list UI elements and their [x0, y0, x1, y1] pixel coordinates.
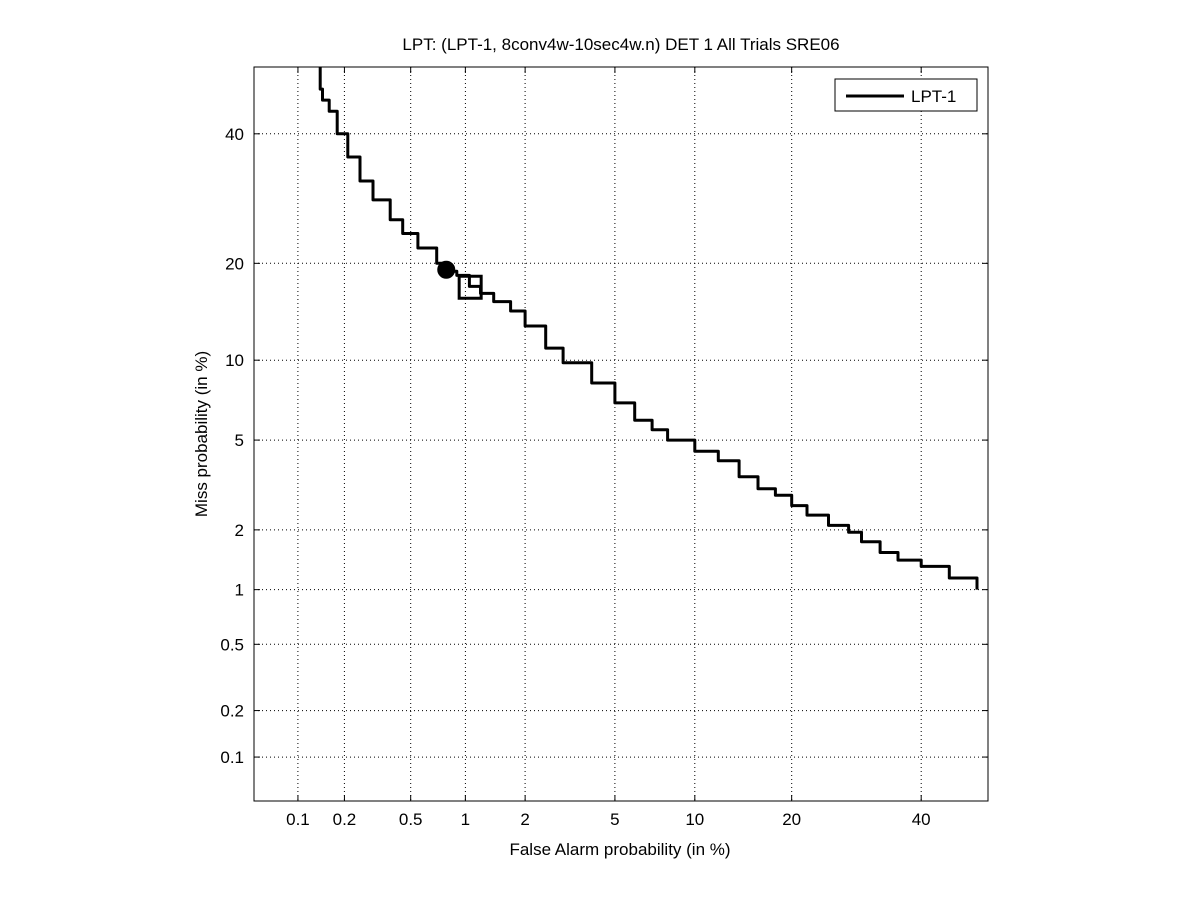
plot-area	[253, 66, 989, 802]
y-tick-label: 1	[235, 581, 244, 600]
y-tick-label: 20	[225, 254, 244, 273]
series-layer	[318, 67, 979, 590]
y-axis-label: Miss probability (in %)	[192, 351, 211, 517]
x-tick-label: 2	[520, 810, 529, 829]
y-tick-label: 0.1	[220, 748, 244, 767]
legend-label-lpt-1: LPT-1	[911, 87, 956, 106]
y-tick-label: 2	[235, 521, 244, 540]
y-tick-label: 5	[235, 431, 244, 450]
y-tick-label: 0.2	[220, 702, 244, 721]
chart-title: LPT: (LPT-1, 8conv4w-10sec4w.n) DET 1 Al…	[402, 35, 839, 54]
min-dcf-circle-marker	[437, 260, 456, 279]
x-tick-label: 0.5	[399, 810, 423, 829]
x-tick-label: 0.1	[286, 810, 310, 829]
marker-layer	[437, 260, 483, 300]
legend: LPT-1	[834, 78, 978, 112]
actual-dcf-square-marker	[457, 274, 483, 300]
x-axis-label: False Alarm probability (in %)	[509, 840, 730, 859]
x-tick-label: 10	[685, 810, 704, 829]
x-tick-label: 5	[610, 810, 619, 829]
axis-ticks: 0.1 0.2 0.5 1 2 5 10 20 40 0.1 0.2 0.5 1 2 5 10 20 40	[220, 67, 988, 829]
x-tick-label: 20	[782, 810, 801, 829]
y-tick-label: 40	[225, 125, 244, 144]
x-tick-label: 40	[912, 810, 931, 829]
x-tick-label: 0.2	[333, 810, 357, 829]
y-tick-label: 0.5	[220, 635, 244, 654]
x-tick-label: 1	[461, 810, 470, 829]
series-line-lpt-1	[318, 67, 979, 590]
y-tick-label: 10	[225, 351, 244, 370]
grid	[254, 67, 988, 801]
